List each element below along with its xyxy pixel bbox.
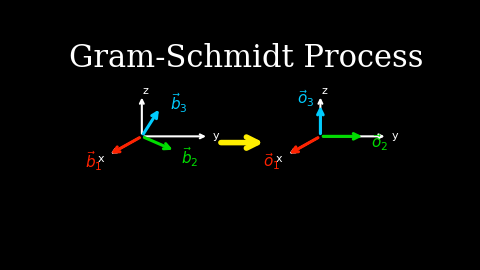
Text: z: z — [143, 86, 148, 96]
Text: $\vec{o}_{1}$: $\vec{o}_{1}$ — [264, 151, 281, 172]
Text: $\vec{b}_{2}$: $\vec{b}_{2}$ — [181, 145, 199, 169]
Text: y: y — [392, 131, 398, 141]
Text: $\vec{o}_{3}$: $\vec{o}_{3}$ — [297, 89, 314, 109]
Text: z: z — [321, 86, 327, 96]
Text: x: x — [276, 154, 283, 164]
Text: y: y — [213, 131, 219, 141]
Text: x: x — [97, 154, 104, 164]
Text: $\vec{b}_{3}$: $\vec{b}_{3}$ — [170, 91, 188, 115]
Text: Gram-Schmidt Process: Gram-Schmidt Process — [69, 43, 423, 74]
Text: $\vec{b}_{1}$: $\vec{b}_{1}$ — [84, 150, 102, 173]
Text: $\vec{o}_{2}$: $\vec{o}_{2}$ — [372, 132, 388, 153]
